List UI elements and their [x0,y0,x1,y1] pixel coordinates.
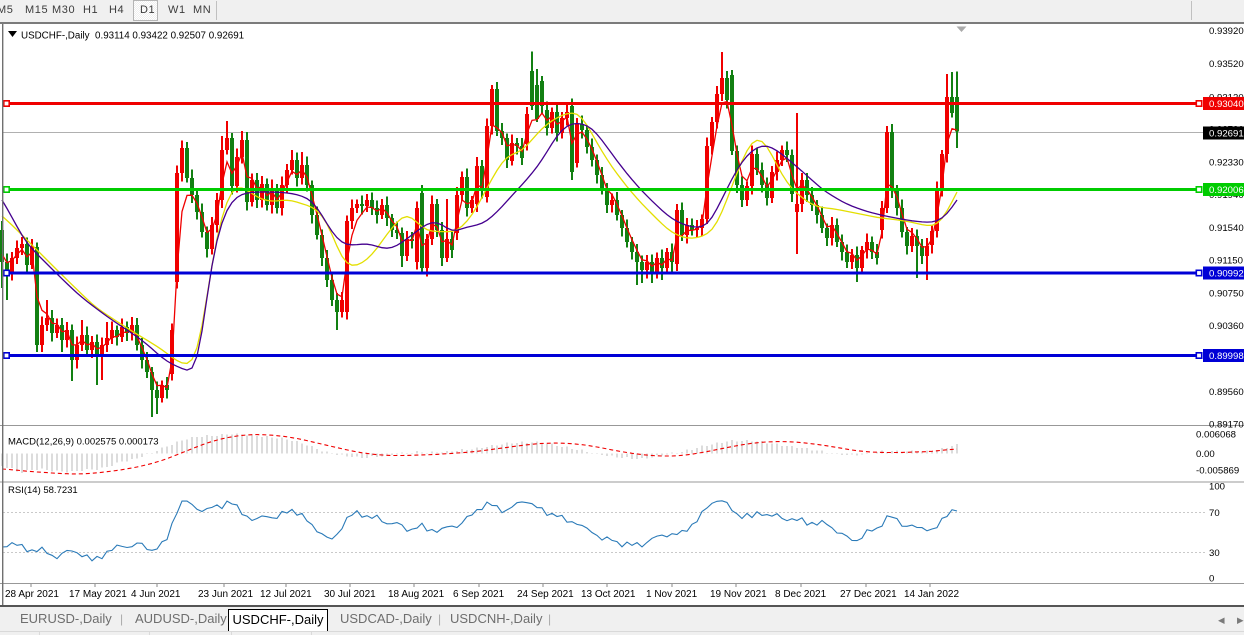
svg-text:USDCHF-,Daily 0.93114 0.93422: USDCHF-,Daily 0.93114 0.93422 0.92507 0.… [21,30,244,41]
svg-text:12 Jul 2021: 12 Jul 2021 [260,589,312,600]
svg-text:0.90360: 0.90360 [1209,321,1244,332]
svg-text:6 Sep 2021: 6 Sep 2021 [453,589,505,600]
svg-text:0.89170: 0.89170 [1209,420,1244,431]
svg-text:13 Oct 2021: 13 Oct 2021 [581,589,636,600]
svg-text:0.006068: 0.006068 [1196,429,1236,440]
svg-text:8 Dec 2021: 8 Dec 2021 [775,589,827,600]
svg-text:0.93520: 0.93520 [1209,59,1244,70]
svg-text:0.93040: 0.93040 [1209,99,1244,110]
svg-text:0.91150: 0.91150 [1209,256,1243,267]
svg-text:17 May 2021: 17 May 2021 [69,589,127,600]
svg-text:24 Sep 2021: 24 Sep 2021 [517,589,574,600]
svg-text:0.90750: 0.90750 [1209,289,1244,300]
svg-text:27 Dec 2021: 27 Dec 2021 [840,589,897,600]
svg-text:30 Jul 2021: 30 Jul 2021 [324,589,376,600]
svg-text:70: 70 [1209,508,1220,519]
svg-text:RSI(14) 58.7231: RSI(14) 58.7231 [8,485,78,496]
svg-text:4 Jun 2021: 4 Jun 2021 [131,589,181,600]
svg-text:MACD(12,26,9) 0.002575 0.00017: MACD(12,26,9) 0.002575 0.000173 [8,437,159,448]
svg-text:19 Nov 2021: 19 Nov 2021 [710,589,767,600]
svg-text:0.91540: 0.91540 [1209,223,1244,234]
svg-text:0.00: 0.00 [1196,449,1215,460]
svg-text:0.92330: 0.92330 [1209,158,1244,169]
svg-text:0.90992: 0.90992 [1209,268,1244,279]
svg-text:30: 30 [1209,548,1220,559]
svg-text:14 Jan 2022: 14 Jan 2022 [904,589,959,600]
svg-text:1 Nov 2021: 1 Nov 2021 [646,589,698,600]
svg-text:0.92691: 0.92691 [1209,128,1244,139]
svg-text:0: 0 [1209,573,1214,584]
svg-text:-0.005869: -0.005869 [1196,465,1239,476]
svg-text:0.89998: 0.89998 [1209,351,1244,362]
svg-text:18 Aug 2021: 18 Aug 2021 [388,589,445,600]
svg-text:100: 100 [1209,481,1225,492]
svg-text:0.92006: 0.92006 [1209,185,1244,196]
svg-text:0.89560: 0.89560 [1209,387,1244,398]
svg-text:0.93920: 0.93920 [1209,26,1244,37]
svg-text:28 Apr 2021: 28 Apr 2021 [5,589,59,600]
svg-text:23 Jun 2021: 23 Jun 2021 [198,589,253,600]
